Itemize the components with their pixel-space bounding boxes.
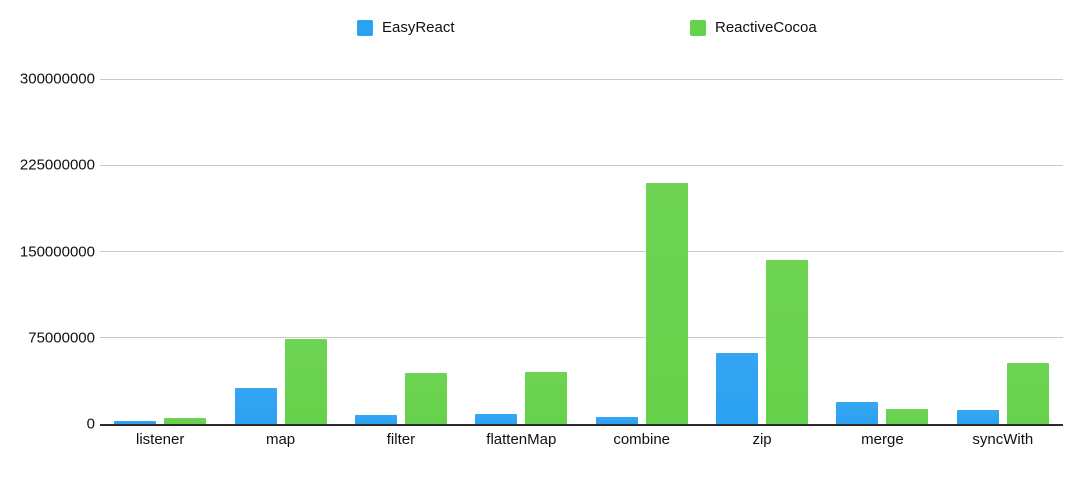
bar-group-sync-with <box>943 79 1063 424</box>
bar-reactive-cocoa-map <box>284 338 327 424</box>
bar-easy-react-sync-with <box>956 410 999 424</box>
bar-reactive-cocoa-flatten-map <box>525 372 568 424</box>
y-tick-label: 0 <box>86 415 95 433</box>
x-tick-label-listener: listener <box>136 431 185 448</box>
bar-easy-react-listener <box>114 420 157 424</box>
bar-easy-react-map <box>234 388 277 424</box>
x-axis: listener map filter flattenMap combine zip mer… <box>100 431 1063 448</box>
bar-group-merge <box>822 79 942 424</box>
bar-reactive-cocoa-combine <box>645 182 688 424</box>
bar-groups <box>100 79 1063 424</box>
bar-easy-react-merge <box>836 402 879 424</box>
bar-group-combine <box>582 79 702 424</box>
legend-item-easyreact: EasyReact <box>357 19 455 36</box>
bar-group-map <box>220 79 340 424</box>
gridline <box>100 251 1063 252</box>
bar-reactive-cocoa-listener <box>164 418 207 424</box>
legend-swatch-easyreact-icon <box>357 19 373 36</box>
bar-easy-react-filter <box>354 414 397 424</box>
x-tick-label-sync-with: syncWith <box>972 431 1034 448</box>
y-tick-label: 75000000 <box>28 329 95 347</box>
bar-easy-react-zip <box>716 352 759 424</box>
x-tick-label-combine: combine <box>613 431 671 448</box>
x-tick-label-filter: filter <box>386 431 416 448</box>
bar-reactive-cocoa-merge <box>886 409 929 424</box>
bar-easy-react-flatten-map <box>475 413 518 424</box>
gridline <box>100 164 1063 166</box>
bar-reactive-cocoa-filter <box>404 373 447 424</box>
y-tick-label: 300000000 <box>19 70 95 88</box>
x-tick-label-merge: merge <box>861 431 904 448</box>
x-tick-label-map: map <box>265 431 296 448</box>
bar-group-zip <box>702 79 822 424</box>
bar-easy-react-combine <box>595 417 638 424</box>
bar-group-flatten-map <box>461 79 581 424</box>
y-tick-label: 225000000 <box>19 156 95 174</box>
bar-group-listener <box>100 79 220 424</box>
legend-swatch-reactivecocoa-icon <box>690 19 706 36</box>
gridline <box>100 79 1063 80</box>
x-tick-label-zip: zip <box>752 431 772 448</box>
y-tick-label: 150000000 <box>19 243 95 260</box>
bar-group-filter <box>341 79 461 424</box>
plot-area <box>100 79 1063 426</box>
bar-reactive-cocoa-zip <box>766 259 809 424</box>
bar-reactive-cocoa-sync-with <box>1006 363 1049 424</box>
legend-label-reactivecocoa: ReactiveCocoa <box>715 19 817 36</box>
x-tick-label-flatten-map: flattenMap <box>486 431 557 448</box>
legend-item-reactivecocoa: ReactiveCocoa <box>690 19 817 36</box>
gridline <box>100 337 1063 339</box>
y-axis: 300000000 225000000 150000000 75000000 0 <box>0 71 95 433</box>
legend-label-easyreact: EasyReact <box>382 19 455 36</box>
